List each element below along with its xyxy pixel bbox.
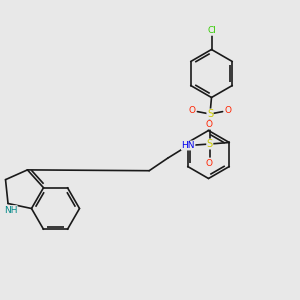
Text: O: O [206, 120, 213, 129]
Text: S: S [207, 109, 213, 119]
Text: O: O [224, 106, 232, 115]
Text: HN: HN [182, 141, 195, 150]
Text: O: O [206, 159, 213, 168]
Text: O: O [188, 106, 196, 115]
Text: NH: NH [4, 206, 17, 214]
Text: S: S [207, 139, 213, 149]
Text: Cl: Cl [207, 26, 216, 35]
